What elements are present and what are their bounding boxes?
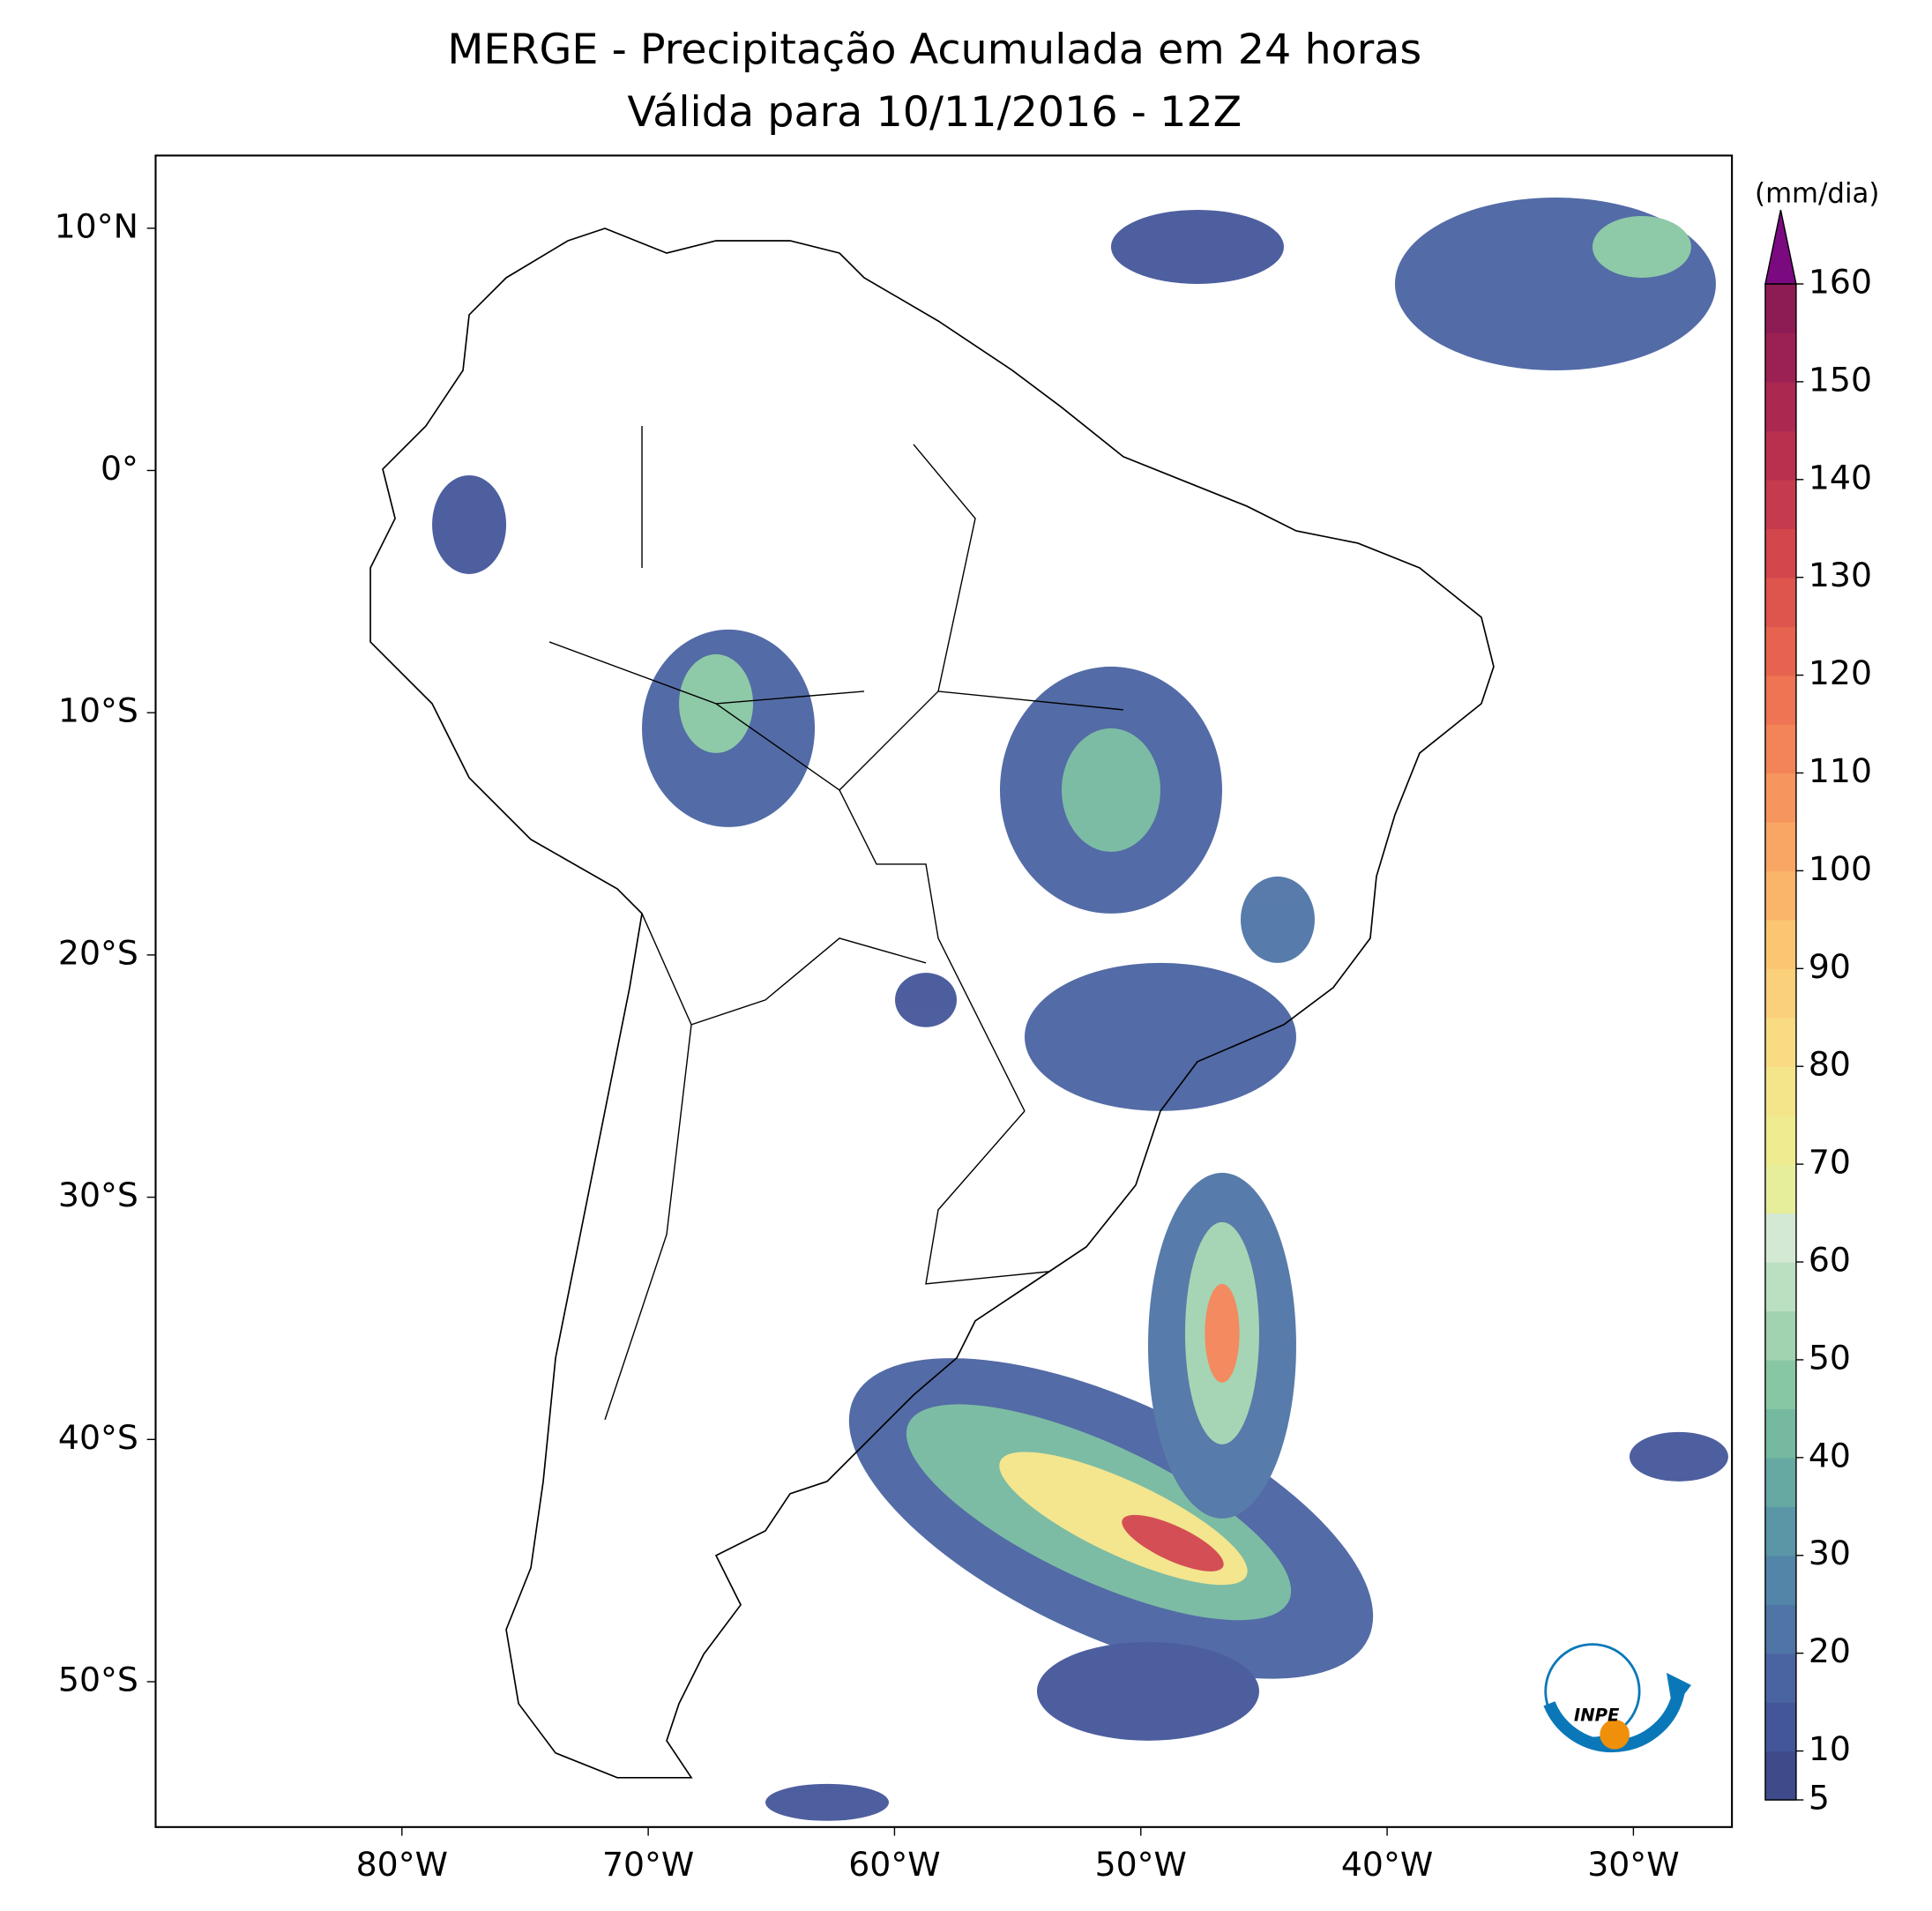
colorbar-band [1764, 919, 1796, 970]
colorbar-tick-label: 60 [1809, 1241, 1851, 1280]
colorbar-tick-label: 150 [1809, 360, 1872, 399]
precip-cell [1024, 962, 1296, 1111]
colorbar-band [1764, 528, 1796, 579]
colorbar-band [1764, 821, 1796, 872]
colorbar-band [1764, 1702, 1796, 1752]
colorbar-band [1764, 283, 1796, 334]
precip-cell [1629, 1431, 1728, 1482]
colorbar-tick-label: 160 [1809, 262, 1872, 301]
colorbar-band [1764, 1506, 1796, 1556]
precip-cell [1036, 1641, 1259, 1741]
precip-cell [1061, 728, 1160, 852]
x-tick-label: 50°W [1095, 1845, 1187, 1884]
colorbar-extension [1764, 209, 1797, 285]
y-tick-label: 50°S [58, 1660, 138, 1698]
precip-cell [1240, 876, 1315, 963]
y-tick-label: 0° [101, 449, 138, 488]
colorbar-band [1764, 1066, 1796, 1116]
colorbar-band [1764, 1310, 1796, 1361]
y-tick-label: 30°S [58, 1176, 138, 1214]
colorbar-band [1764, 430, 1796, 481]
precip-cell [895, 973, 958, 1027]
colorbar-frame [1764, 283, 1797, 1801]
precip-cell [432, 474, 507, 574]
precip-cell [1110, 209, 1284, 284]
colorbar-band [1764, 1751, 1796, 1801]
colorbar-band [1764, 1262, 1796, 1312]
colorbar-tick-label: 20 [1809, 1631, 1851, 1670]
chart-title: MERGE - Precipitação Acumulada em 24 hor… [447, 26, 1421, 74]
precip-cell [1205, 1283, 1240, 1383]
colorbar-band [1764, 1115, 1796, 1165]
colorbar-tick-label: 10 [1809, 1729, 1851, 1768]
colorbar-band [1764, 1213, 1796, 1263]
colorbar-tick-label: 5 [1809, 1779, 1830, 1818]
colorbar-band [1764, 381, 1796, 432]
colorbar-band [1764, 577, 1796, 627]
precipitation-field [432, 197, 1728, 1821]
x-tick-label: 80°W [356, 1845, 448, 1884]
chart-subtitle: Válida para 10/11/2016 - 12Z [627, 88, 1242, 137]
colorbar-band [1764, 1359, 1796, 1410]
colorbar-band [1764, 1604, 1796, 1654]
colorbar-band [1764, 479, 1796, 529]
colorbar-tick-label: 140 [1809, 458, 1872, 496]
y-tick-label: 20°S [58, 933, 138, 972]
colorbar-tick-label: 110 [1809, 751, 1872, 790]
colorbar-tick-label: 70 [1809, 1143, 1851, 1182]
logo: INPE [1543, 1643, 1691, 1753]
x-tick-label: 60°W [848, 1845, 940, 1884]
colorbar-band [1764, 968, 1796, 1019]
map-area [369, 197, 1728, 1821]
colorbar-tick-label: 120 [1809, 653, 1872, 692]
colorbar-band [1764, 1408, 1796, 1459]
colorbar-band [1764, 1457, 1796, 1507]
colorbar-tick-label: 40 [1809, 1436, 1851, 1474]
precip-cell [1122, 1514, 1224, 1571]
colorbar-band [1764, 1017, 1796, 1067]
y-tick-label: 10°N [55, 206, 138, 245]
colorbar-band [1764, 675, 1796, 725]
colorbar-band [1764, 870, 1796, 921]
colorbar-band [1764, 1555, 1796, 1605]
coastline [369, 228, 1495, 1779]
y-tick-label: 10°S [58, 691, 138, 730]
colorbar-band [1764, 332, 1796, 383]
colorbar-band [1764, 724, 1796, 774]
colorbar-tick-label: 130 [1809, 556, 1872, 594]
x-tick-label: 40°W [1341, 1845, 1433, 1884]
colorbar-tick-label: 100 [1809, 849, 1872, 888]
colorbar-band [1764, 626, 1796, 676]
colorbar-tick-label: 90 [1809, 947, 1851, 986]
precip-cell [1592, 215, 1691, 278]
precip-cell [765, 1783, 890, 1821]
colorbar-tick-label: 30 [1809, 1534, 1851, 1572]
colorbar-tick-label: 80 [1809, 1045, 1851, 1084]
colorbar-band [1764, 773, 1796, 823]
x-tick-label: 70°W [602, 1845, 694, 1884]
colorbar-tick-label: 50 [1809, 1338, 1851, 1377]
borders [548, 425, 1124, 1421]
x-tick-label: 30°W [1587, 1845, 1679, 1884]
colorbar-band [1764, 1653, 1796, 1703]
map-frame [154, 154, 1734, 1828]
y-tick-label: 40°S [58, 1418, 138, 1457]
logo-text: INPE [1574, 1705, 1620, 1725]
colorbar-band [1764, 1164, 1796, 1214]
colorbar-label: (mm/dia) [1755, 178, 1879, 210]
